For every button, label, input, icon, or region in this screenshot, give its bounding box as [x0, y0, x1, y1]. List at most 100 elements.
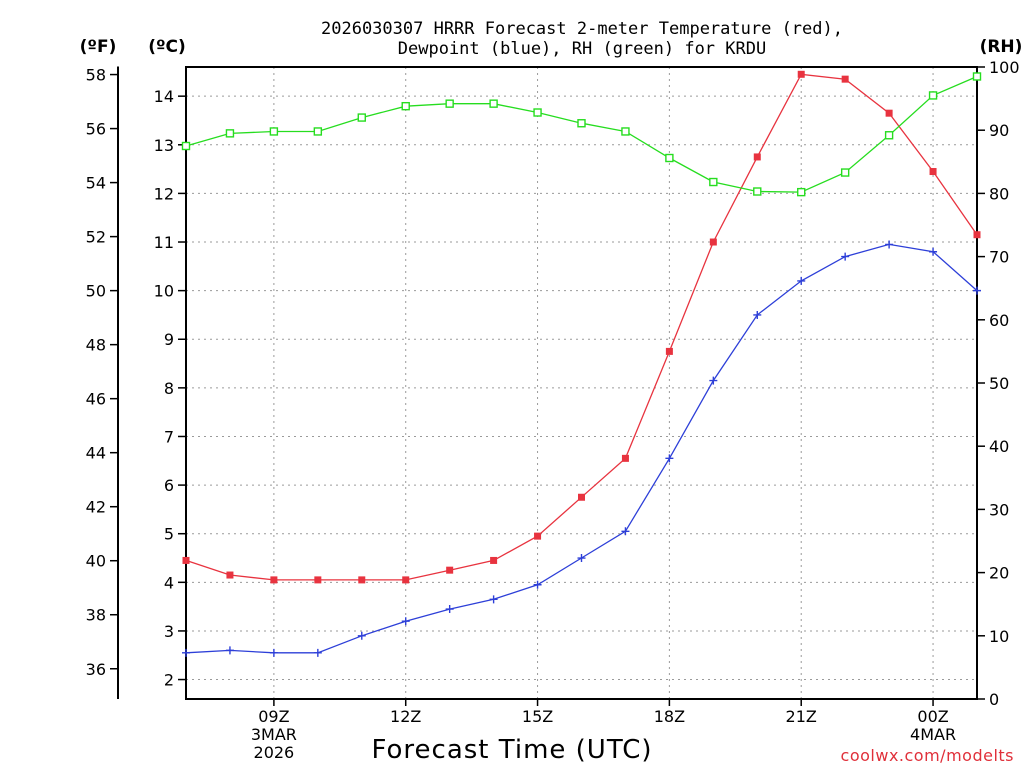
- rh-tick-label: 90: [989, 121, 1009, 140]
- temperature-point: [314, 576, 322, 584]
- rh-tick-label: 50: [989, 374, 1009, 393]
- series: [181, 70, 982, 657]
- fahrenheit-unit-label: (ºF): [80, 37, 117, 57]
- celsius-unit-label: (ºC): [148, 37, 186, 57]
- fahrenheit-tick-label: 36: [86, 660, 106, 679]
- rh-tick-label: 30: [989, 500, 1009, 519]
- temperature-point: [446, 566, 454, 574]
- fahrenheit-tick-label: 44: [86, 444, 106, 463]
- dewpoint-point: [841, 252, 850, 261]
- temperature-point: [270, 576, 278, 584]
- dewpoint-point: [753, 310, 762, 319]
- celsius-tick-label: 11: [154, 233, 174, 252]
- x-tick-label: 09Z: [258, 707, 289, 726]
- celsius-tick-label: 9: [164, 330, 174, 349]
- x-tick-label: 00Z: [917, 707, 948, 726]
- fahrenheit-tick-label: 40: [86, 552, 106, 571]
- celsius-tick-label: 14: [154, 87, 174, 106]
- celsius-tick-label: 7: [164, 427, 174, 446]
- source-credit: coolwx.com/modelts: [841, 746, 1014, 765]
- rh-point: [928, 91, 938, 100]
- temperature-point: [797, 70, 805, 78]
- fahrenheit-tick-label: 50: [86, 282, 106, 301]
- x-tick-label: 21Z: [786, 707, 817, 726]
- celsius-tick-label: 8: [164, 379, 174, 398]
- dewpoint-point: [182, 648, 190, 657]
- dewpoint-point: [313, 648, 322, 657]
- x-tick-label: 3MAR: [251, 725, 297, 744]
- temperature-point: [973, 231, 981, 239]
- rh-unit-label: (RH): [980, 37, 1023, 57]
- celsius-tick-label: 4: [164, 573, 174, 592]
- dewpoint-point: [621, 527, 630, 536]
- celsius-tick-label: 5: [164, 525, 174, 544]
- celsius-tick-label: 2: [164, 671, 174, 690]
- chart-title-line2: Dewpoint (blue), RH (green) for KRDU: [398, 39, 766, 59]
- axes: 2345678910111213143638404244464850525456…: [86, 58, 1020, 762]
- rh-point: [753, 187, 762, 196]
- fahrenheit-tick-label: 52: [86, 228, 106, 247]
- temperature-point: [885, 109, 893, 117]
- dewpoint-point: [973, 286, 981, 295]
- rh-point: [709, 177, 718, 187]
- fahrenheit-tick-label: 42: [86, 498, 106, 517]
- fahrenheit-tick-label: 56: [86, 120, 106, 139]
- rh-point: [884, 131, 894, 140]
- dewpoint-point: [797, 276, 806, 285]
- celsius-tick-label: 3: [164, 622, 174, 641]
- rh-point: [445, 99, 454, 108]
- rh-point: [533, 108, 542, 117]
- rh-tick-label: 80: [989, 184, 1009, 203]
- dewpoint-point: [225, 646, 234, 655]
- dewpoint-point: [709, 376, 718, 385]
- rh-point: [313, 127, 323, 136]
- rh-point: [489, 99, 498, 108]
- fahrenheit-tick-label: 54: [86, 174, 106, 193]
- celsius-tick-label: 10: [154, 282, 174, 301]
- temperature-point: [534, 532, 542, 540]
- celsius-tick-label: 12: [154, 184, 174, 203]
- x-tick-label: 4MAR: [910, 725, 956, 744]
- rh-point: [972, 72, 982, 81]
- temperature-point: [929, 168, 937, 176]
- rh-tick-label: 20: [989, 564, 1009, 583]
- rh-point: [797, 187, 806, 197]
- rh-point: [181, 141, 191, 151]
- temperature-point: [182, 556, 190, 564]
- dewpoint-point: [885, 240, 894, 249]
- dewpoint-point: [269, 648, 278, 657]
- dewpoint-point: [577, 554, 586, 563]
- temperature-point: [578, 493, 585, 501]
- rh-point: [401, 101, 410, 111]
- rh-tick-label: 40: [989, 437, 1009, 456]
- fahrenheit-tick-label: 48: [86, 336, 106, 355]
- x-axis-title: Forecast Time (UTC): [371, 735, 652, 765]
- fahrenheit-tick-label: 38: [86, 606, 106, 625]
- x-tick-label: 12Z: [390, 707, 421, 726]
- rh-point: [577, 119, 586, 128]
- rh-tick-label: 70: [989, 248, 1009, 267]
- rh-tick-label: 0: [989, 690, 999, 709]
- temperature-point: [226, 571, 234, 579]
- dewpoint-point: [665, 454, 674, 463]
- x-tick-label: 2026: [254, 743, 295, 762]
- temperature-point: [621, 454, 629, 462]
- rh-point: [225, 129, 235, 138]
- fahrenheit-tick-label: 46: [86, 390, 106, 409]
- rh-tick-label: 100: [989, 58, 1020, 77]
- temperature-point: [490, 556, 498, 564]
- celsius-tick-label: 6: [164, 476, 174, 495]
- x-tick-label: 15Z: [522, 707, 553, 726]
- chart-title-line1: 2026030307 HRRR Forecast 2-meter Tempera…: [321, 19, 843, 39]
- rh-point: [357, 113, 366, 122]
- rh-tick-label: 60: [989, 311, 1009, 330]
- dewpoint-point: [401, 617, 410, 626]
- temperature-point: [358, 576, 366, 584]
- temperature-point: [665, 347, 673, 355]
- dewpoint-point: [929, 247, 938, 256]
- dewpoint-point: [445, 605, 454, 614]
- celsius-tick-label: 13: [154, 136, 174, 155]
- temperature-point: [753, 153, 761, 161]
